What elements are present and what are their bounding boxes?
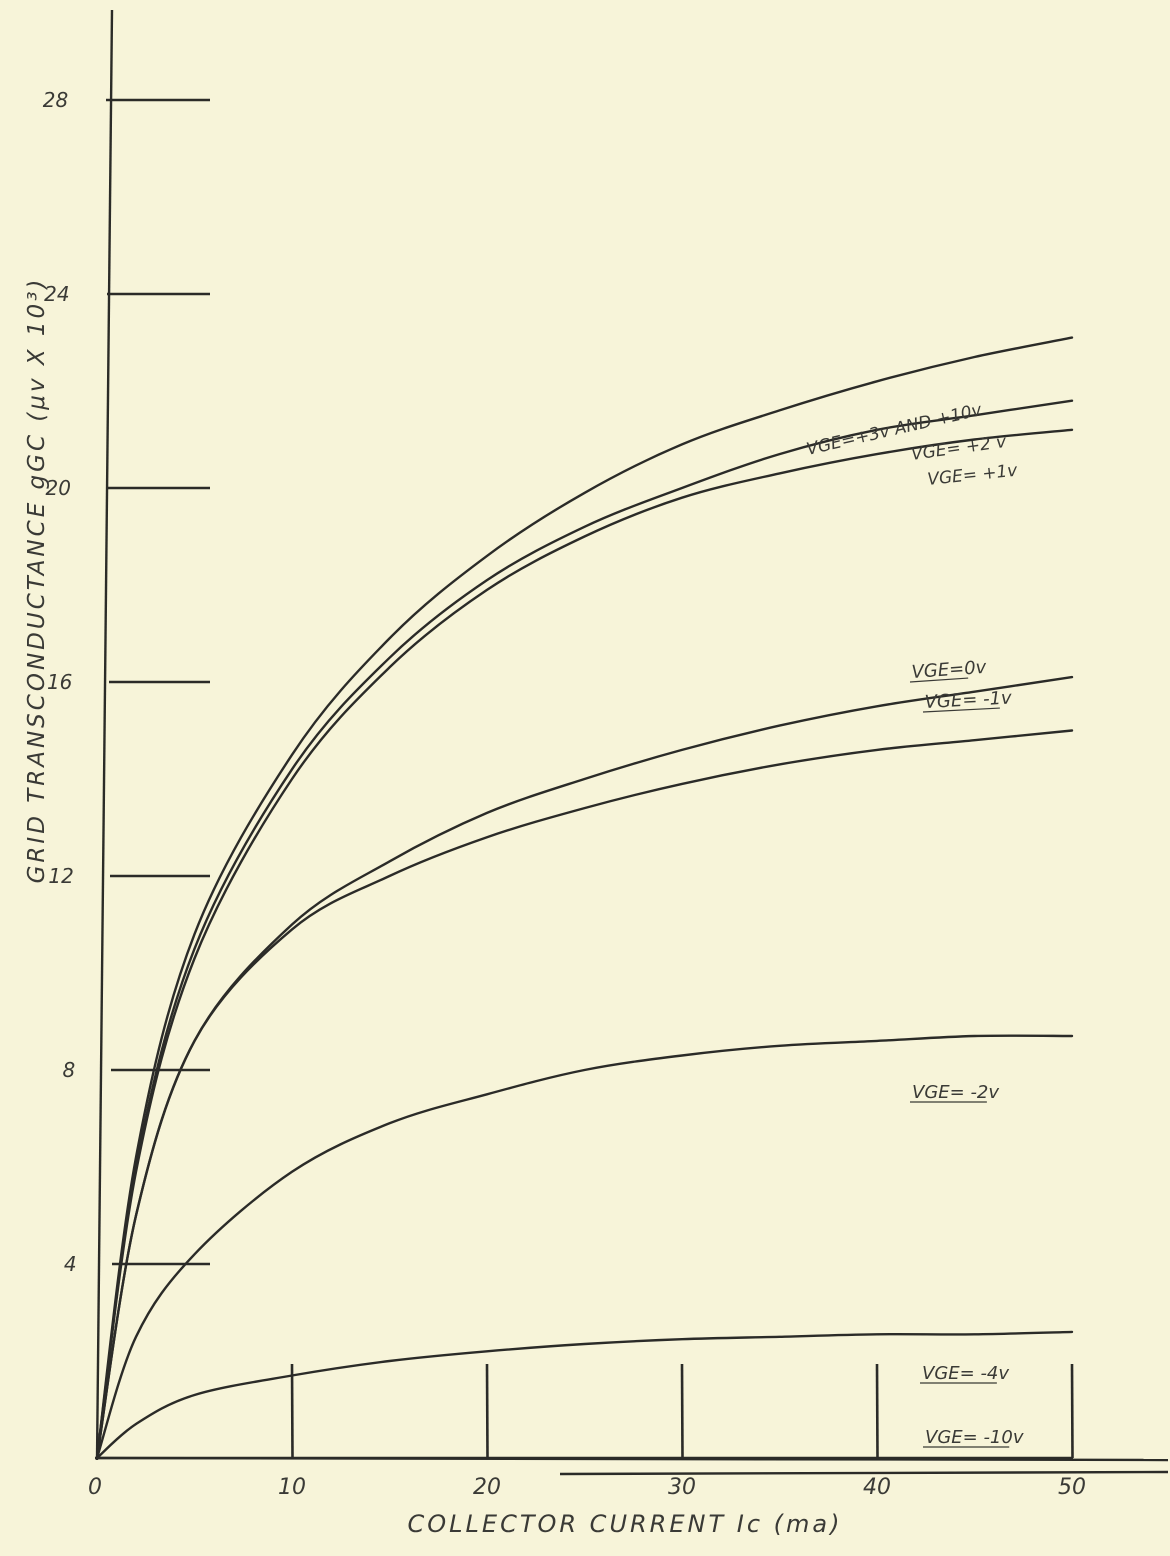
x-axis-label: COLLECTOR CURRENT Ic (ma) [408, 1510, 843, 1538]
x-axis-secondary-line [559, 1470, 1169, 1476]
series-line-0 [95, 336, 1074, 1460]
x-tick-label: 20 [473, 1475, 501, 1500]
x-tick-label: 10 [278, 1475, 306, 1500]
series-line-4 [95, 729, 1074, 1460]
curve-label-2: VGE= +1v [926, 461, 1019, 490]
y-tick-label: 12 [48, 864, 73, 888]
y-tick-label: 16 [47, 670, 72, 694]
series-line-1 [95, 399, 1074, 1460]
curves [95, 336, 1074, 1460]
series-line-3 [95, 675, 1074, 1460]
axes [94, 9, 1169, 1476]
curve-label-3: VGE=0v [911, 657, 987, 683]
x-tick-label: 50 [1058, 1475, 1086, 1500]
series-line-6 [95, 1330, 1074, 1460]
y-tick-label: 28 [43, 88, 68, 112]
y-tick-label: 4 [64, 1252, 77, 1276]
y-tick-label: 20 [46, 476, 71, 500]
y-axis-line [95, 9, 114, 1461]
x-tick-label: 0 [88, 1475, 102, 1500]
curve-label-underline [909, 677, 969, 683]
y-tick-label: 24 [44, 282, 69, 306]
x-tick [290, 1363, 294, 1459]
x-tick [485, 1363, 489, 1459]
curve-label-7: VGE= -10v [925, 1427, 1024, 1448]
y-axis-label: GRID TRANSCONDUCTANCE gGC (μv X 10³) [24, 277, 50, 884]
ticks: 4 8 12 16 20 24 28 0 10 20 30 40 50 [43, 88, 1086, 1500]
curve-label-underline [922, 707, 1000, 713]
x-tick [875, 1363, 879, 1459]
curve-label-6: VGE= -4v [922, 1363, 1009, 1384]
x-tick-label: 40 [863, 1475, 891, 1500]
curve-label-5: VGE= -2v [912, 1082, 999, 1103]
series-line-5 [95, 1034, 1074, 1460]
series-line-2 [95, 428, 1074, 1460]
x-tick [680, 1363, 684, 1459]
x-tick [1070, 1363, 1074, 1459]
y-tick-label: 8 [62, 1058, 75, 1082]
curve-label-1: VGE= +2 v [910, 432, 1008, 465]
x-tick-label: 30 [668, 1475, 696, 1500]
